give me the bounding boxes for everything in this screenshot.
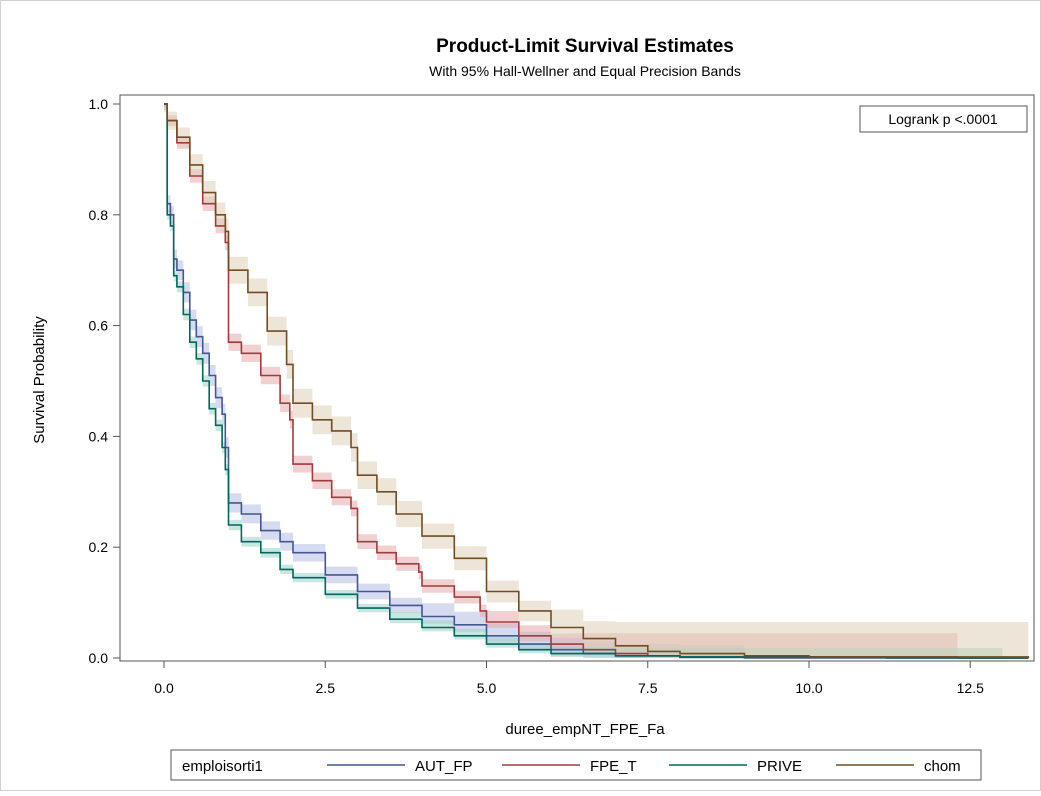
x-axis-label: duree_empNT_FPE_Fa — [505, 721, 665, 738]
y-axis-label: Survival Probability — [31, 316, 48, 444]
chart-subtitle: With 95% Hall-Wellner and Equal Precisio… — [429, 63, 741, 79]
y-tick-label: 0.0 — [89, 650, 109, 666]
logrank-annotation: Logrank p <.0001 — [859, 105, 1028, 133]
y-tick-label: 0.8 — [89, 207, 109, 223]
y-axis: 0.0 0.2 0.4 0.6 0.8 1.0 — [89, 96, 120, 666]
legend-label-fpe-t: FPE_T — [590, 758, 637, 775]
legend-title: emploisorti1 — [182, 758, 263, 775]
x-tick-label: 5.0 — [477, 680, 497, 696]
legend-label-aut-fp: AUT_FP — [415, 758, 473, 775]
x-tick-label: 10.0 — [795, 680, 822, 696]
annotation-box — [859, 105, 1028, 133]
curve-chom — [164, 103, 1030, 658]
x-tick-label: 2.5 — [316, 680, 336, 696]
y-tick-label: 0.4 — [89, 428, 109, 444]
x-tick-label: 7.5 — [638, 680, 658, 696]
curve-prive — [164, 103, 1029, 659]
x-tick-label: 0.0 — [154, 680, 174, 696]
survival-curves — [164, 103, 1030, 659]
legend: emploisorti1 AUT_FP FPE_T PRIVE chom — [170, 749, 982, 781]
curve-fpe-t — [164, 103, 1029, 659]
chart-title: Product-Limit Survival Estimates — [436, 36, 734, 57]
plot-area — [164, 103, 1030, 659]
legend-label-prive: PRIVE — [757, 758, 802, 775]
y-tick-label: 1.0 — [89, 96, 109, 112]
legend-label-chom: chom — [924, 758, 961, 775]
y-tick-label: 0.6 — [89, 318, 109, 334]
x-axis: 0.0 2.5 5.0 7.5 10.0 12.5 — [154, 661, 984, 696]
x-tick-label: 12.5 — [957, 680, 984, 696]
annotation-text: Logrank p <.0001 — [888, 111, 998, 127]
plot-frame — [119, 94, 1035, 662]
y-tick-label: 0.2 — [89, 539, 109, 555]
